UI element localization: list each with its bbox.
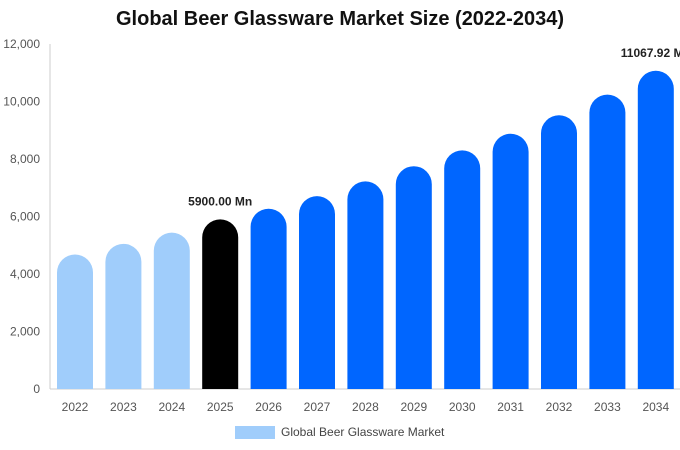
data-label: 11067.92 Mn bbox=[621, 46, 680, 60]
y-tick-label: 4,000 bbox=[10, 267, 40, 281]
legend: Global Beer Glassware Market bbox=[235, 425, 444, 439]
x-tick-label: 2029 bbox=[400, 400, 427, 414]
x-tick-label: 2031 bbox=[497, 400, 524, 414]
bar-2025 bbox=[202, 219, 239, 389]
x-tick-label: 2023 bbox=[110, 400, 137, 414]
y-tick-label: 8,000 bbox=[10, 152, 40, 166]
x-tick-label: 2025 bbox=[207, 400, 234, 414]
bar-2033 bbox=[589, 94, 626, 389]
y-tick-label: 6,000 bbox=[10, 210, 40, 224]
x-tick-label: 2034 bbox=[642, 400, 669, 414]
bar-2026 bbox=[250, 208, 287, 389]
bar-2022 bbox=[57, 254, 93, 389]
y-tick-label: 2,000 bbox=[10, 325, 40, 339]
x-tick-label: 2030 bbox=[449, 400, 476, 414]
bar-2032 bbox=[541, 115, 577, 390]
bar-2023 bbox=[105, 243, 142, 389]
x-tick-label: 2026 bbox=[255, 400, 282, 414]
bar-2024 bbox=[153, 232, 190, 389]
bar-2027 bbox=[299, 196, 335, 389]
bar-2031 bbox=[492, 133, 529, 389]
x-tick-label: 2032 bbox=[546, 400, 573, 414]
x-tick-label: 2022 bbox=[62, 400, 89, 414]
y-tick-label: 10,000 bbox=[3, 95, 40, 109]
chart-title: Global Beer Glassware Market Size (2022-… bbox=[115, 8, 564, 30]
bar-2030 bbox=[444, 150, 481, 389]
bar-2029 bbox=[395, 166, 432, 389]
legend-swatch bbox=[235, 425, 275, 439]
x-tick-label: 2028 bbox=[352, 400, 379, 414]
bar-2028 bbox=[347, 181, 384, 389]
x-tick-label: 2033 bbox=[594, 400, 621, 414]
x-tick-label: 2024 bbox=[158, 400, 185, 414]
x-tick-label: 2027 bbox=[304, 400, 331, 414]
bar-2034 bbox=[637, 70, 674, 389]
legend-label: Global Beer Glassware Market bbox=[281, 425, 445, 439]
y-tick-label: 0 bbox=[33, 382, 40, 396]
y-tick-label: 12,000 bbox=[3, 37, 40, 51]
data-label: 5900.00 Mn bbox=[188, 194, 252, 208]
